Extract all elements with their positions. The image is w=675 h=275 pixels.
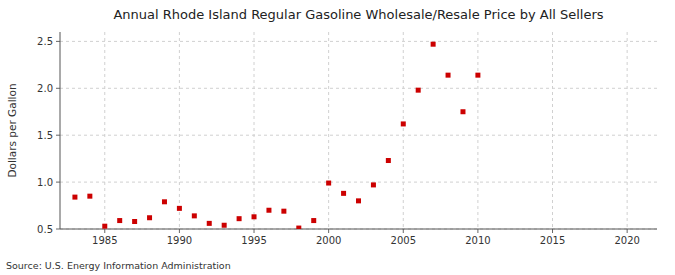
point [460, 109, 465, 114]
point [132, 219, 137, 224]
x-tick [552, 229, 553, 233]
point [475, 73, 480, 78]
point [252, 214, 257, 219]
point [117, 218, 122, 223]
point [207, 221, 212, 226]
title: Annual Rhode Island Regular Gasoline Who… [113, 7, 603, 22]
x-tick [328, 229, 329, 233]
point [431, 42, 436, 47]
x-grid-line [403, 32, 404, 229]
point [326, 181, 331, 186]
y-tick [56, 41, 60, 42]
x-tick-label: 2005 [391, 235, 416, 246]
y-tick-label: 1.0 [37, 177, 53, 188]
point [311, 218, 316, 223]
y-grid-line [60, 229, 657, 230]
y-tick-label: 0.5 [37, 224, 53, 235]
x-tick [477, 229, 478, 233]
x-tick-label: 2020 [614, 235, 639, 246]
x-axis-line [60, 229, 657, 230]
x-tick [254, 229, 255, 233]
chart: Annual Rhode Island Regular Gasoline Who… [0, 0, 675, 275]
x-tick [403, 229, 404, 233]
y-tick-label: 2.0 [37, 83, 53, 94]
y-tick [56, 182, 60, 183]
point [356, 198, 361, 203]
x-grid-line [179, 32, 180, 229]
points [72, 42, 480, 229]
point [266, 208, 271, 213]
point [222, 223, 227, 228]
x-grid-line [627, 32, 628, 229]
y-tick-label: 1.5 [37, 130, 53, 141]
x-tick [627, 229, 628, 233]
point [192, 213, 197, 218]
x-tick [104, 229, 105, 233]
x-grid-line [254, 32, 255, 229]
source-note: Source: U.S. Energy Information Administ… [6, 260, 231, 271]
point [386, 158, 391, 163]
y-axis-label: Dollars per Gallon [6, 83, 18, 177]
point [341, 191, 346, 196]
point [416, 88, 421, 93]
point [147, 215, 152, 220]
y-grid-line [60, 41, 657, 42]
x-tick-label: 2000 [316, 235, 341, 246]
y-grid-line [60, 135, 657, 136]
x-tick-label: 1995 [241, 235, 266, 246]
x-grid-line [104, 32, 105, 229]
x-grid-line [552, 32, 553, 229]
point [446, 73, 451, 78]
x-grid-line [477, 32, 478, 229]
point [177, 206, 182, 211]
x-tick-label: 1985 [92, 235, 117, 246]
point [72, 195, 77, 200]
x-tick-label: 1990 [167, 235, 192, 246]
point [162, 199, 167, 204]
point [102, 224, 107, 229]
point [87, 194, 92, 199]
y-tick-label: 2.5 [37, 36, 53, 47]
point [371, 182, 376, 187]
y-tick [56, 88, 60, 89]
point [237, 216, 242, 221]
point [296, 226, 301, 229]
x-tick-label: 2010 [465, 235, 490, 246]
x-tick-label: 2015 [540, 235, 565, 246]
point [401, 121, 406, 126]
y-grid-line [60, 182, 657, 183]
y-tick [56, 229, 60, 230]
y-tick [56, 135, 60, 136]
point [281, 209, 286, 214]
y-grid-line [60, 88, 657, 89]
axes: 0.5 1.0 1.5 2.0 2.5 1985 1990 1995 2000 2005 2010 2… [37, 32, 657, 246]
y-axis-line [60, 32, 61, 229]
x-grid-line [328, 32, 329, 229]
x-tick [179, 229, 180, 233]
grid [60, 32, 657, 229]
